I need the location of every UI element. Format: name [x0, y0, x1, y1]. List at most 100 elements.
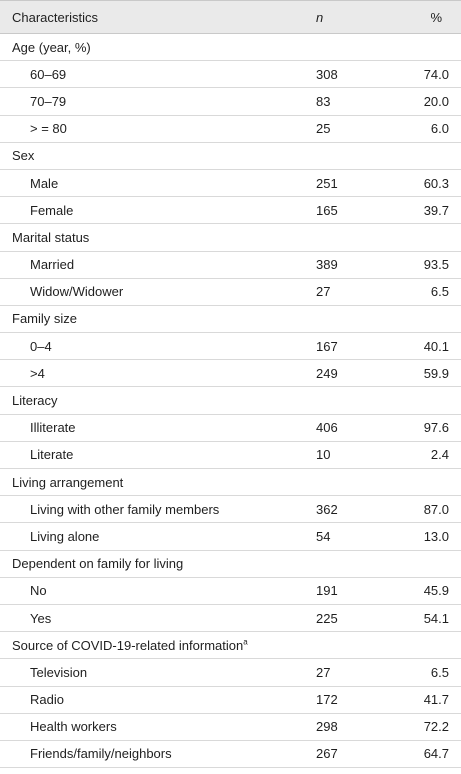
section-title: Dependent on family for living — [0, 556, 461, 571]
table-row: Television 27 6.5 — [0, 659, 461, 687]
section-title: Living arrangement — [0, 475, 461, 490]
row-label: Living with other family members — [30, 501, 220, 517]
table-row: Friends/family/neighbors 267 64.7 — [0, 740, 461, 769]
row-label: 0–4 — [30, 338, 52, 354]
table-row: Health workers 298 72.2 — [0, 713, 461, 741]
row-percent: 45.9 — [423, 583, 449, 599]
section-title: Age (year, %) — [0, 40, 461, 55]
row-n: 251 — [316, 175, 338, 191]
row-label: Yes — [30, 610, 52, 626]
row-n: 267 — [316, 746, 338, 762]
row-label: Literate — [30, 447, 74, 463]
section-header-row: Marital status — [0, 224, 461, 252]
row-percent: 40.1 — [423, 338, 449, 354]
footnote-marker: a — [243, 637, 248, 647]
section-title: Marital status — [0, 230, 461, 245]
row-n: 54 — [316, 528, 331, 544]
table-row: Widow/Widower 27 6.5 — [0, 278, 461, 306]
section-title: Literacy — [0, 393, 461, 408]
section-title-text: Living arrangement — [12, 474, 124, 490]
table-header-row: Characteristics n % — [0, 1, 461, 34]
table-row: No 191 45.9 — [0, 577, 461, 605]
row-percent: 6.5 — [430, 664, 449, 680]
section-title-text: Source of COVID-19-related information — [12, 637, 244, 653]
table-row: Female 165 39.7 — [0, 197, 461, 225]
table-row: 0–4 167 40.1 — [0, 333, 461, 361]
header-n: n — [316, 9, 324, 25]
section-title-text: Literacy — [12, 393, 58, 409]
row-n: 298 — [316, 719, 338, 735]
row-n: 25 — [316, 121, 331, 137]
row-n: 27 — [316, 664, 331, 680]
row-label: No — [30, 583, 47, 599]
table-row: Radio 172 41.7 — [0, 686, 461, 714]
row-n: 172 — [316, 692, 338, 708]
section-header-row: Source of COVID-19-related informationa — [0, 632, 461, 660]
section-title: Sex — [0, 148, 461, 163]
row-percent: 60.3 — [423, 175, 449, 191]
row-n: 191 — [316, 583, 338, 599]
row-percent: 6.5 — [430, 284, 449, 300]
row-label: Married — [30, 257, 75, 273]
row-percent: 13.0 — [423, 528, 449, 544]
section-header-row: Sex — [0, 142, 461, 170]
row-n: 167 — [316, 338, 338, 354]
header-percent: % — [430, 9, 442, 25]
row-label: > = 80 — [30, 121, 67, 137]
section-title-text: Age (year, %) — [12, 39, 91, 55]
row-label: Television — [30, 664, 88, 680]
row-n: 308 — [316, 66, 338, 82]
section-header-row: Dependent on family for living — [0, 550, 461, 578]
row-percent: 2.4 — [430, 447, 449, 463]
row-percent: 54.1 — [423, 610, 449, 626]
row-label: Widow/Widower — [30, 284, 124, 300]
row-n: 362 — [316, 501, 338, 517]
table-row: Living with other family members 362 87.0 — [0, 496, 461, 524]
row-percent: 72.2 — [423, 719, 449, 735]
table-body: Age (year, %) 60–69 308 74.0 70–79 83 20.0 > = … — [0, 34, 461, 769]
table-row: Married 389 93.5 — [0, 251, 461, 279]
section-header-row: Family size — [0, 305, 461, 334]
row-label: >4 — [30, 365, 45, 381]
table-row: > = 80 25 6.0 — [0, 115, 461, 143]
row-label: Illiterate — [30, 420, 76, 436]
row-label: Friends/family/neighbors — [30, 746, 172, 762]
row-n: 389 — [316, 257, 338, 273]
row-percent: 39.7 — [423, 202, 449, 218]
row-percent: 87.0 — [423, 501, 449, 517]
top-rule — [0, 0, 461, 1]
section-title-text: Marital status — [12, 229, 90, 245]
row-n: 83 — [316, 93, 331, 109]
table-row: 70–79 83 20.0 — [0, 88, 461, 116]
row-label: Health workers — [30, 719, 117, 735]
header-characteristics: Characteristics — [12, 9, 98, 25]
section-title-text: Dependent on family for living — [12, 556, 184, 572]
table-row: Literate 10 2.4 — [0, 441, 461, 469]
row-percent: 97.6 — [423, 420, 449, 436]
row-percent: 20.0 — [423, 93, 449, 109]
table-row: 60–69 308 74.0 — [0, 61, 461, 89]
table-row: Yes 225 54.1 — [0, 604, 461, 633]
table-row: Illiterate 406 97.6 — [0, 414, 461, 442]
row-n: 249 — [316, 365, 338, 381]
section-header-row: Living arrangement — [0, 469, 461, 497]
row-label: Male — [30, 175, 59, 191]
row-n: 225 — [316, 610, 338, 626]
section-title: Source of COVID-19-related informationa — [0, 638, 461, 653]
section-title: Family size — [0, 311, 461, 326]
row-label: 60–69 — [30, 66, 67, 82]
row-n: 406 — [316, 420, 338, 436]
section-header-row: Literacy — [0, 387, 461, 415]
row-percent: 64.7 — [423, 746, 449, 762]
row-percent: 93.5 — [423, 257, 449, 273]
row-label: Radio — [30, 692, 64, 708]
section-title-text: Family size — [12, 311, 78, 327]
table-row: Living alone 54 13.0 — [0, 523, 461, 551]
row-n: 27 — [316, 284, 331, 300]
section-title-text: Sex — [12, 148, 35, 164]
row-label: Living alone — [30, 528, 100, 544]
row-percent: 59.9 — [423, 365, 449, 381]
row-percent: 6.0 — [430, 121, 449, 137]
row-percent: 74.0 — [423, 66, 449, 82]
